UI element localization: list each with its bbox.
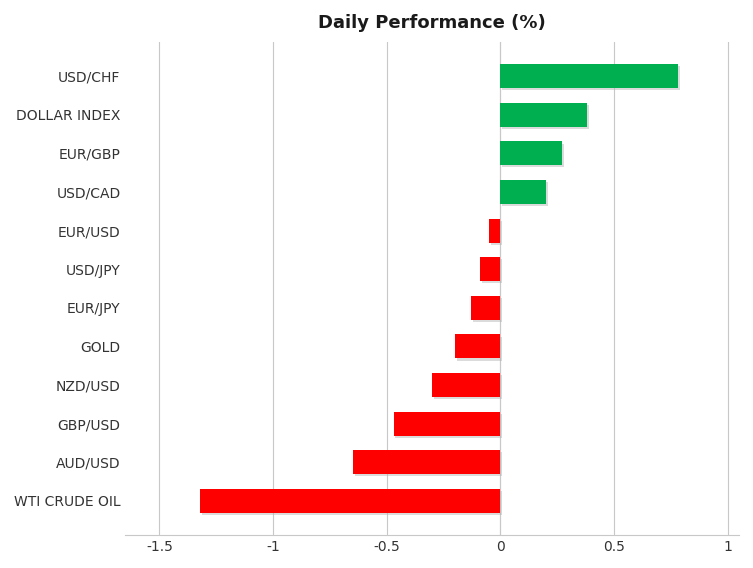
Bar xyxy=(434,375,502,399)
Bar xyxy=(203,491,502,515)
Bar xyxy=(501,103,587,127)
Bar xyxy=(355,452,502,477)
Bar xyxy=(502,66,679,90)
Bar xyxy=(471,296,501,320)
Bar xyxy=(491,221,502,245)
Bar xyxy=(502,182,547,206)
Bar xyxy=(395,414,502,438)
Bar xyxy=(352,450,501,474)
Bar xyxy=(455,335,501,358)
Bar xyxy=(502,144,564,168)
Bar xyxy=(432,373,501,397)
Bar xyxy=(394,412,501,436)
Bar xyxy=(502,105,589,129)
Bar xyxy=(473,298,502,322)
Bar xyxy=(501,64,678,88)
Bar xyxy=(489,219,501,243)
Bar xyxy=(501,180,546,204)
Bar xyxy=(200,489,501,513)
Bar xyxy=(482,260,502,283)
Bar xyxy=(480,257,501,281)
Title: Daily Performance (%): Daily Performance (%) xyxy=(319,14,546,32)
Bar xyxy=(501,141,562,165)
Bar xyxy=(457,337,502,361)
